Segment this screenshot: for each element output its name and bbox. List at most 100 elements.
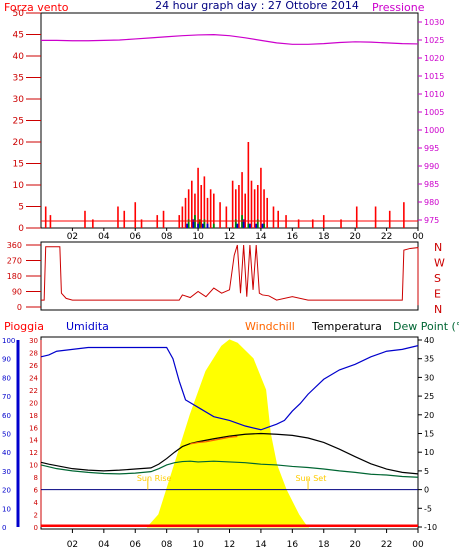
temp-tick-label: 5 — [424, 467, 429, 476]
rain-tick-label: 18 — [29, 412, 38, 420]
temp-tick-label: -10 — [424, 523, 437, 532]
hour-tick-label-bottom: 06 — [130, 540, 142, 550]
compass-label: S — [434, 272, 441, 285]
humidity-tick-label: 30 — [2, 468, 11, 476]
panel1-border — [40, 12, 419, 229]
wind-tick-label: 10 — [13, 181, 25, 191]
wind-tick-label: 35 — [13, 74, 24, 84]
rain-tick-label: 8 — [34, 474, 38, 482]
humidity-tick-label: 40 — [2, 449, 11, 457]
pressure-tick-label: 990 — [424, 162, 439, 171]
hour-tick-label: 10 — [192, 232, 204, 242]
direction-tick-label: 90 — [12, 288, 22, 297]
compass-label: E — [434, 288, 441, 301]
wind-tick-label: 40 — [13, 52, 25, 62]
hour-tick-label-bottom: 02 — [67, 540, 78, 550]
pressure-axis-label: Pressione — [372, 1, 425, 14]
rain-tick-label: 20 — [29, 399, 38, 407]
rain-tick-label: 26 — [29, 362, 38, 370]
dewpoint-line — [40, 460, 419, 478]
compass-label: N — [434, 303, 442, 316]
pressure-tick-label: 1030 — [424, 18, 444, 27]
hour-tick-label-bottom: 12 — [224, 540, 235, 550]
rain-tick-label: 28 — [29, 349, 38, 357]
direction-tick-label: 0 — [17, 303, 22, 312]
pressure-tick-label: 995 — [424, 144, 439, 153]
hour-tick-label-bottom: 14 — [255, 540, 267, 550]
rain-tick-label: 16 — [29, 424, 38, 432]
windchill-label: Windchill — [245, 320, 295, 333]
sunrise-label: Sun Rise — [137, 474, 172, 483]
wind-tick-label: 30 — [13, 95, 25, 105]
humidity-tick-label: 80 — [2, 374, 11, 382]
direction-tick-label: 180 — [7, 272, 22, 281]
hour-tick-label: 04 — [98, 232, 110, 242]
wind-tick-label: 0 — [18, 224, 24, 234]
rain-label: Pioggia — [4, 320, 44, 333]
pressure-tick-label: 975 — [424, 216, 439, 225]
compass-label: W — [434, 257, 445, 270]
rain-tick-label: 30 — [29, 337, 38, 345]
temperature-label: Temperatura — [311, 320, 382, 333]
hour-tick-label: 14 — [255, 232, 267, 242]
temp-tick-label: 20 — [424, 411, 434, 420]
temp-tick-label: 35 — [424, 355, 434, 364]
temp-tick-label: 0 — [424, 486, 429, 495]
hour-tick-label: 20 — [349, 232, 361, 242]
rain-tick-label: 22 — [29, 387, 38, 395]
hour-tick-label: 12 — [224, 232, 235, 242]
temp-tick-label: 40 — [424, 336, 434, 345]
hour-tick-label-bottom: 00 — [412, 540, 424, 550]
windchill-line — [190, 435, 238, 445]
rain-tick-label: 2 — [34, 512, 38, 520]
hour-tick-label-bottom: 18 — [318, 540, 330, 550]
hour-tick-label-bottom: 10 — [192, 540, 204, 550]
humidity-tick-label: 20 — [2, 487, 11, 495]
pressure-tick-label: 1010 — [424, 90, 444, 99]
rain-tick-label: 12 — [29, 449, 38, 457]
hour-tick-label: 08 — [161, 232, 173, 242]
hour-tick-label: 06 — [130, 232, 142, 242]
wind-tick-label: 45 — [13, 31, 24, 41]
pressure-tick-label: 1005 — [424, 108, 444, 117]
wind-tick-label: 15 — [13, 160, 24, 170]
hour-tick-label: 16 — [287, 232, 299, 242]
hour-tick-label-bottom: 16 — [287, 540, 299, 550]
pressure-tick-label: 1000 — [424, 126, 444, 135]
hour-tick-label: 00 — [412, 232, 424, 242]
pressure-tick-label: 980 — [424, 198, 439, 207]
temp-tick-label: 15 — [424, 430, 434, 439]
hour-tick-label: 22 — [381, 232, 392, 242]
rain-bar — [41, 524, 418, 527]
wind-tick-label: 5 — [18, 203, 24, 213]
pressure-tick-label: 1025 — [424, 36, 444, 45]
humidity-tick-label: 50 — [2, 431, 11, 439]
chart-title: 24 hour graph day : 27 Ottobre 2014 — [155, 0, 359, 12]
pressure-tick-label: 1015 — [424, 72, 444, 81]
hour-tick-label-bottom: 04 — [98, 540, 110, 550]
hour-tick-label: 18 — [318, 232, 330, 242]
temperature-line — [40, 432, 419, 475]
rain-tick-label: 4 — [34, 499, 39, 507]
rain-tick-label: 24 — [29, 374, 38, 382]
humidity-tick-label: 0 — [2, 524, 6, 532]
temp-tick-label: 10 — [424, 448, 434, 457]
direction-tick-label: 270 — [7, 257, 22, 266]
wind-tick-label: 25 — [13, 117, 24, 127]
temp-tick-label: 25 — [424, 392, 434, 401]
compass-label: N — [434, 241, 442, 254]
rain-tick-label: 10 — [29, 462, 38, 470]
humidity-line — [40, 345, 419, 431]
hour-tick-label-bottom: 22 — [381, 540, 392, 550]
rain-tick-label: 6 — [34, 487, 39, 495]
pressure-tick-label: 985 — [424, 180, 439, 189]
direction-line — [41, 244, 419, 306]
pressure-tick-label: 1020 — [424, 54, 444, 63]
humidity-label: Umidita — [66, 320, 109, 333]
hour-tick-label: 02 — [67, 232, 78, 242]
wind-axis-label: Forza vento — [4, 1, 69, 14]
hour-tick-label-bottom: 20 — [349, 540, 361, 550]
solar-area — [146, 339, 310, 528]
